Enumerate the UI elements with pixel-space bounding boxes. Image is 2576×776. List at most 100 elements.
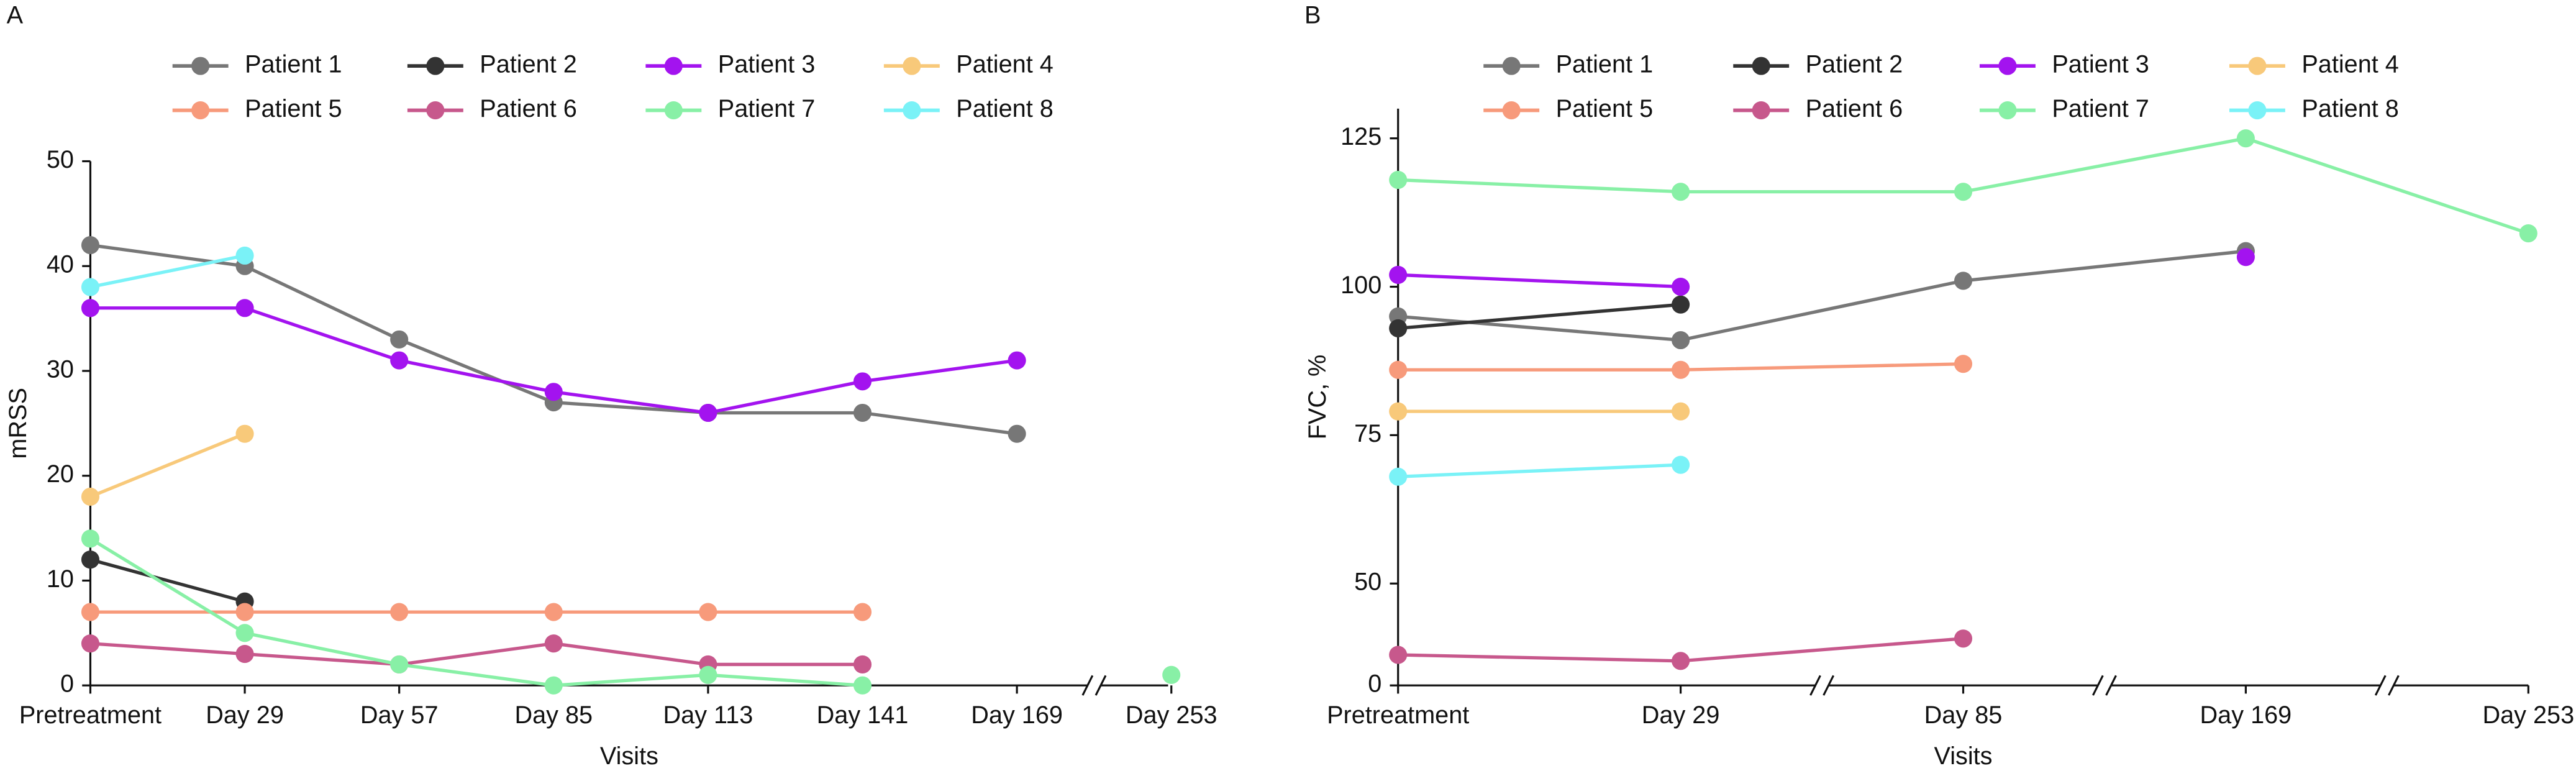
legend-marker <box>1998 57 2017 75</box>
y-axis-title: mRSS <box>4 388 32 459</box>
data-point <box>544 603 563 621</box>
x-tick-label: Day 85 <box>1924 701 2003 729</box>
data-point <box>699 665 717 684</box>
data-point <box>1672 331 1690 350</box>
data-point <box>853 655 872 674</box>
data-point <box>1008 424 1026 443</box>
axis-break-mark <box>2105 675 2117 696</box>
panel-label: B <box>1304 1 1321 29</box>
legend-marker <box>2248 57 2267 75</box>
legend-marker <box>1502 101 1521 120</box>
legend-label: Patient 7 <box>718 95 816 122</box>
series-line <box>1398 257 2246 287</box>
data-point <box>853 603 872 621</box>
x-tick-label: Pretreatment <box>1327 701 1469 729</box>
legend-marker <box>1502 57 1521 75</box>
data-point <box>699 403 717 422</box>
data-point <box>699 603 717 621</box>
legend-marker <box>1998 101 2017 120</box>
data-point <box>544 383 563 401</box>
data-point <box>1389 467 1408 486</box>
x-tick-label: Day 169 <box>2200 701 2292 729</box>
legend-marker <box>426 57 445 75</box>
legend-label: Patient 5 <box>1556 95 1654 122</box>
legend-label: Patient 3 <box>718 51 816 78</box>
x-tick-label: Day 85 <box>514 701 593 729</box>
data-point <box>1954 355 1973 373</box>
data-point <box>1672 455 1690 474</box>
legend-marker <box>2248 101 2267 120</box>
y-tick-label: 75 <box>1354 420 1381 447</box>
y-tick-label: 100 <box>1340 272 1381 299</box>
data-point <box>1162 665 1181 684</box>
x-tick-label: Day 29 <box>1642 701 1720 729</box>
data-point <box>2519 224 2537 243</box>
axis-break-gap <box>1087 675 1101 696</box>
y-tick-label: 40 <box>47 251 74 278</box>
data-point <box>1954 272 1973 290</box>
data-point <box>81 299 100 317</box>
data-point <box>81 603 100 621</box>
data-point <box>235 424 254 443</box>
panel-label: A <box>7 1 24 29</box>
x-axis-title: Visits <box>600 742 658 770</box>
data-point <box>81 235 100 255</box>
data-point <box>81 487 100 506</box>
data-point <box>235 624 254 642</box>
data-point <box>235 299 254 317</box>
x-tick-label: Day 253 <box>1126 701 1217 729</box>
series-line <box>1398 463 1681 478</box>
legend-label: Patient 7 <box>2052 95 2149 122</box>
legend-label: Patient 1 <box>245 51 342 78</box>
axis-break-mark <box>1081 675 1094 696</box>
legend-label: Patient 6 <box>1806 95 1903 122</box>
data-point <box>1954 183 1973 201</box>
axis-break-mark <box>2374 675 2387 696</box>
axis-break-gap <box>1815 675 1829 696</box>
data-point <box>81 278 100 296</box>
legend-label: Patient 2 <box>480 51 577 78</box>
legend-label: Patient 2 <box>1806 51 1903 78</box>
legend-label: Patient 8 <box>2301 95 2399 122</box>
y-axis-title: FVC, % <box>1304 355 1331 440</box>
data-point <box>2236 129 2255 148</box>
data-point <box>2236 248 2255 267</box>
legend-label: Patient 4 <box>2301 51 2399 78</box>
y-tick-label: 20 <box>47 460 74 488</box>
data-point <box>1389 319 1408 337</box>
data-point <box>390 603 409 621</box>
data-point <box>1672 402 1690 421</box>
axis-break-mark <box>1095 675 1107 696</box>
data-point <box>1954 629 1973 648</box>
data-point <box>853 676 872 695</box>
legend-marker <box>1752 101 1770 120</box>
x-axis-title: Visits <box>1934 742 1992 770</box>
legend-marker <box>1752 57 1770 75</box>
y-tick-label: 50 <box>1354 568 1381 596</box>
data-point <box>390 351 409 370</box>
legend-marker <box>664 101 683 120</box>
legend-label: Patient 4 <box>956 51 1054 78</box>
data-point <box>390 330 409 349</box>
legend-label: Patient 8 <box>956 95 1054 122</box>
x-tick-label: Day 169 <box>971 701 1063 729</box>
y-tick-label: 125 <box>1340 123 1381 150</box>
data-point <box>853 403 872 422</box>
series-line <box>89 558 245 603</box>
data-point <box>81 550 100 569</box>
data-point <box>1672 277 1690 296</box>
y-tick-label: 10 <box>47 565 74 593</box>
series-line <box>1398 303 1681 331</box>
data-point <box>81 634 100 653</box>
data-point <box>390 655 409 674</box>
legend-label: Patient 6 <box>480 95 577 122</box>
y-tick-label: 0 <box>60 670 74 698</box>
x-tick-label: Day 29 <box>206 701 284 729</box>
legend-label: Patient 5 <box>245 95 342 122</box>
series-line <box>1398 249 2246 342</box>
data-point <box>235 246 254 265</box>
data-point <box>1389 402 1408 421</box>
data-point <box>544 634 563 653</box>
